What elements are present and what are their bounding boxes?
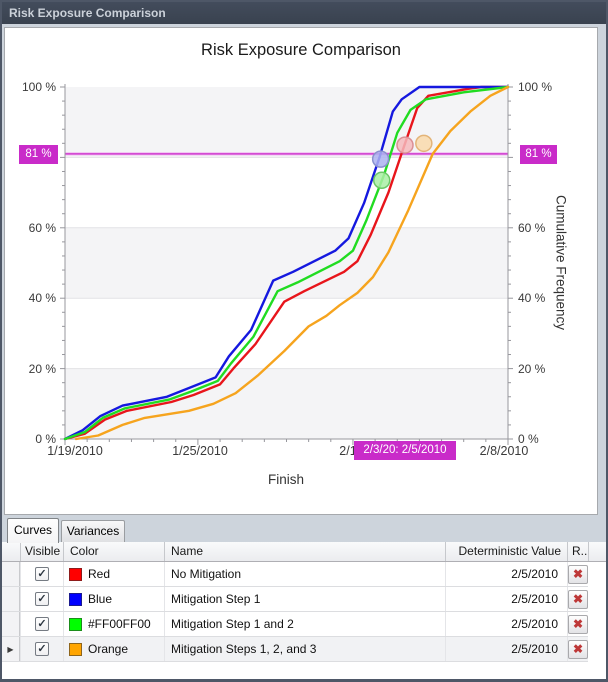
y-tick-label-left-60: 60 % — [28, 221, 56, 235]
color-cell: Orange — [63, 637, 164, 661]
name-cell[interactable]: Mitigation Step 1 and 2 — [164, 612, 445, 636]
delete-curve-button[interactable]: ✖ — [568, 639, 588, 659]
curve-mitigation-steps-1-2-and-3 — [74, 85, 510, 441]
deterministic-cell[interactable]: 2/5/2010 — [445, 587, 567, 611]
row-gutter-current[interactable]: ▶ — [2, 637, 20, 661]
column-header-deterministic[interactable]: Deterministic Value — [445, 542, 567, 561]
delete-curve-button[interactable]: ✖ — [568, 614, 588, 634]
y-tick-label-right-60: 60 % — [518, 221, 546, 235]
check-icon: ✓ — [37, 643, 47, 655]
row-gutter[interactable] — [2, 612, 20, 636]
current-row-icon: ▶ — [7, 644, 14, 654]
delete-curve-button[interactable]: ✖ — [568, 564, 588, 584]
threshold-chip-left[interactable]: 81 % — [19, 145, 58, 164]
tab-variances[interactable]: Variances — [61, 520, 125, 543]
window-title: Risk Exposure Comparison — [9, 6, 166, 20]
visible-cell: ✓ — [20, 562, 63, 586]
y-axis-title: Cumulative Frequency — [553, 195, 569, 331]
color-label: #FF00FF00 — [88, 617, 151, 631]
visible-checkbox[interactable]: ✓ — [35, 642, 49, 656]
curve-marker[interactable] — [372, 171, 391, 190]
remove-cell: ✖ — [567, 612, 588, 636]
header-gutter — [2, 542, 20, 561]
color-cell: Red — [63, 562, 164, 586]
color-cell: Blue — [63, 587, 164, 611]
y-tick-label-left-20: 20 % — [28, 362, 56, 376]
tab-curves[interactable]: Curves — [7, 518, 59, 543]
deterministic-cell[interactable]: 2/5/2010 — [445, 562, 567, 586]
y-tick-label-left-40: 40 % — [28, 291, 56, 305]
visible-checkbox[interactable]: ✓ — [35, 592, 49, 606]
window-title-bar[interactable]: Risk Exposure Comparison — [2, 2, 606, 24]
x-tick-label-1: 1/25/2010 — [172, 444, 228, 458]
name-cell[interactable]: Mitigation Steps 1, 2, and 3 — [164, 637, 445, 661]
y-tick-label-left-100: 100 % — [21, 80, 56, 94]
visible-checkbox[interactable]: ✓ — [35, 567, 49, 581]
x-axis-title: Finish — [267, 472, 304, 487]
check-icon: ✓ — [37, 593, 47, 605]
deterministic-date-chip[interactable]: 2/3/20: 2/5/2010 — [354, 441, 456, 460]
x-tick-label-2: 2/1 — [339, 444, 357, 458]
curve-mitigation-step-1-and-2 — [63, 85, 510, 441]
curve-marker[interactable] — [415, 134, 433, 153]
chart-panel: Risk Exposure Comparison 100 % 60 % 40 %… — [4, 27, 598, 515]
delete-curve-button[interactable]: ✖ — [568, 589, 588, 609]
deterministic-cell[interactable]: 2/5/2010 — [445, 612, 567, 636]
column-header-name[interactable]: Name — [164, 542, 445, 561]
y-tick-label-right-0: 0 % — [518, 432, 539, 446]
check-icon: ✓ — [37, 568, 47, 580]
name-cell[interactable]: No Mitigation — [164, 562, 445, 586]
table-row[interactable]: ✓ Red No Mitigation 2/5/2010 ✖ — [2, 562, 588, 587]
remove-cell: ✖ — [567, 587, 588, 611]
visible-cell: ✓ — [20, 637, 63, 661]
column-header-remove[interactable]: R... — [567, 542, 588, 561]
visible-checkbox[interactable]: ✓ — [35, 617, 49, 631]
plot-band — [65, 368, 508, 439]
name-cell[interactable]: Mitigation Step 1 — [164, 587, 445, 611]
remove-cell: ✖ — [567, 637, 588, 661]
color-swatch[interactable] — [69, 592, 82, 606]
table-header: Visible Color Name Deterministic Value R… — [2, 542, 606, 562]
visible-cell: ✓ — [20, 587, 63, 611]
color-label: Blue — [88, 592, 113, 606]
y-tick-label-right-100: 100 % — [518, 80, 553, 94]
threshold-chip-right[interactable]: 81 % — [520, 145, 557, 164]
curve-marker[interactable] — [371, 150, 390, 168]
row-gutter[interactable] — [2, 587, 20, 611]
x-tick-label-3: 2/8/2010 — [479, 444, 529, 458]
row-gutter[interactable] — [2, 562, 20, 586]
curves-table: Visible Color Name Deterministic Value R… — [2, 542, 606, 679]
column-header-visible[interactable]: Visible — [20, 542, 63, 561]
color-swatch[interactable] — [69, 642, 82, 656]
color-cell: #FF00FF00 — [63, 612, 164, 636]
remove-cell: ✖ — [567, 562, 588, 586]
curve-marker[interactable] — [396, 136, 414, 154]
color-swatch[interactable] — [69, 567, 82, 581]
visible-cell: ✓ — [20, 612, 63, 636]
color-swatch[interactable] — [69, 617, 82, 631]
chart-title: Risk Exposure Comparison — [201, 41, 401, 59]
risk-chart — [60, 84, 513, 445]
header-filler — [588, 542, 606, 561]
table-row[interactable]: ✓ #FF00FF00 Mitigation Step 1 and 2 2/5/… — [2, 612, 588, 637]
delete-icon: ✖ — [572, 567, 584, 581]
check-icon: ✓ — [37, 618, 47, 630]
y-tick-label-right-20: 20 % — [518, 362, 546, 376]
x-tick-label-0: 1/19/2010 — [47, 444, 103, 458]
column-header-color[interactable]: Color — [63, 542, 164, 561]
curve-mitigation-step-1 — [63, 85, 510, 441]
delete-icon: ✖ — [572, 642, 584, 656]
table-row-current[interactable]: ▶ ✓ Orange Mitigation Steps 1, 2, and 3 … — [2, 637, 588, 662]
delete-icon: ✖ — [572, 592, 584, 606]
y-tick-label-left-0: 0 % — [35, 432, 56, 446]
y-tick-label-right-40: 40 % — [518, 291, 546, 305]
color-label: Red — [88, 567, 111, 581]
delete-icon: ✖ — [572, 617, 584, 631]
deterministic-cell[interactable]: 2/5/2010 — [445, 637, 567, 661]
color-label: Orange — [88, 642, 129, 656]
table-row[interactable]: ✓ Blue Mitigation Step 1 2/5/2010 ✖ — [2, 587, 588, 612]
